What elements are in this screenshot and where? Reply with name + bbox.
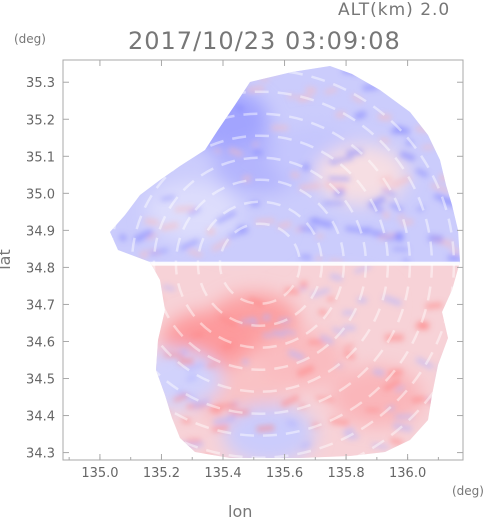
y-tick-label-2: 34.5	[26, 373, 55, 388]
x-tick-label-5: 136.0	[389, 466, 426, 481]
altitude-label: ALT(km) 2.0	[338, 0, 451, 20]
y-tick-label-10: 35.3	[26, 76, 55, 91]
y-tick-label-4: 34.7	[26, 298, 55, 313]
y-tick-label-8: 35.1	[26, 150, 55, 165]
x-tick-label-0: 135.0	[81, 466, 118, 481]
y-tick-label-6: 34.9	[26, 224, 55, 239]
y-tick-label-1: 34.4	[26, 410, 55, 425]
zero-velocity-seam	[110, 261, 460, 266]
plot-frame	[62, 59, 464, 461]
y-tick-label-7: 35.0	[26, 187, 55, 202]
x-tick-label-4: 135.8	[327, 466, 364, 481]
x-tick-label-3: 135.6	[266, 466, 303, 481]
x-axis-label: lon	[228, 502, 253, 521]
x-tick-label-2: 135.4	[204, 466, 241, 481]
velocity-field	[110, 66, 460, 458]
y-tick-label-5: 34.8	[26, 261, 55, 276]
y-unit-label: (deg)	[14, 32, 46, 46]
field-region-8	[253, 330, 346, 390]
timestamp-title: 2017/10/23 03:09:08	[128, 27, 401, 55]
y-tick-label-9: 35.2	[26, 113, 55, 128]
x-tick-label-1: 135.2	[143, 466, 180, 481]
field-region-13	[223, 404, 316, 458]
y-tick-label-0: 34.3	[26, 447, 55, 462]
x-unit-label: (deg)	[452, 484, 484, 498]
y-tick-label-3: 34.6	[26, 335, 55, 350]
